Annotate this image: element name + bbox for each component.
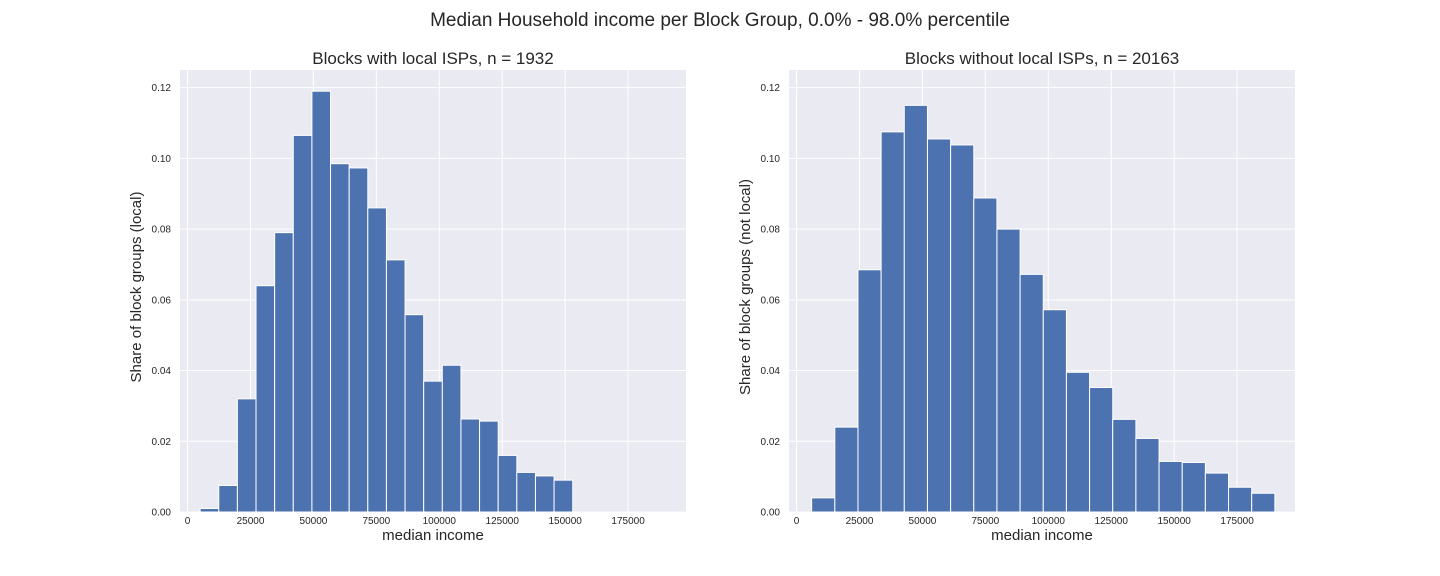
- histogram-bar: [423, 380, 443, 513]
- x-tick-label: 25000: [237, 516, 265, 527]
- y-tick-label: 0.08: [761, 225, 781, 236]
- histogram-bar: [348, 167, 369, 513]
- histogram-bar: [311, 90, 332, 513]
- histogram-bar: [1042, 309, 1067, 513]
- histogram-bar: [1065, 371, 1091, 513]
- y-tick-label: 0.08: [152, 225, 172, 236]
- histogram-bar: [404, 314, 425, 513]
- histogram-bar: [903, 104, 928, 513]
- chart-title-local: Blocks with local ISPs, n = 1932: [312, 49, 553, 68]
- y-tick-label: 0.02: [761, 437, 781, 448]
- histogram-bar: [834, 426, 859, 513]
- figure-suptitle: Median Household income per Block Group,…: [430, 10, 1010, 31]
- y-tick-label: 0.00: [761, 508, 781, 519]
- histogram-bar: [1181, 461, 1206, 513]
- histogram-bar: [441, 364, 462, 513]
- histogram-bar: [1089, 387, 1114, 513]
- x-tick-label: 50000: [909, 516, 937, 527]
- y-tick-label: 0.10: [761, 154, 781, 165]
- histogram-bar: [274, 232, 294, 513]
- histogram-bar: [1228, 486, 1253, 513]
- histogram-bar: [367, 207, 387, 513]
- histogram-bar: [811, 497, 836, 513]
- chart-panel-not-local: Blocks without local ISPs, n = 20163 med…: [737, 49, 1295, 544]
- histogram-bar: [1112, 418, 1137, 513]
- histogram-bar: [1251, 492, 1276, 513]
- x-tick-label: 100000: [423, 516, 457, 527]
- histogram-bar: [460, 418, 481, 513]
- histogram-bar: [1204, 472, 1230, 513]
- y-tick-label: 0.04: [761, 366, 781, 377]
- histogram-bar: [857, 269, 882, 513]
- y-tick-label: 0.00: [152, 508, 172, 519]
- histogram-bar: [880, 131, 905, 513]
- histogram-bar: [497, 454, 518, 513]
- x-tick-label: 50000: [300, 516, 328, 527]
- y-tick-label: 0.10: [152, 154, 172, 165]
- x-tick-label: 175000: [611, 516, 645, 527]
- histogram-bar: [1135, 437, 1160, 513]
- x-axis-label-local: median income: [382, 527, 484, 544]
- histogram-bar: [926, 138, 952, 513]
- y-axis-label-not-local: Share of block groups (not local): [737, 179, 754, 395]
- histogram-bar: [996, 228, 1021, 513]
- x-tick-label: 150000: [548, 516, 582, 527]
- x-tick-label: 25000: [846, 516, 874, 527]
- histogram-bar: [1019, 273, 1044, 513]
- x-axis-label-not-local: median income: [991, 527, 1093, 544]
- y-tick-label: 0.02: [152, 437, 172, 448]
- x-tick-label: 150000: [1157, 516, 1191, 527]
- chart-panel-local: Blocks with local ISPs, n = 1932 median …: [128, 49, 686, 544]
- x-tick-label: 0: [794, 516, 800, 527]
- histogram-bar: [385, 259, 406, 513]
- y-tick-label: 0.06: [761, 295, 781, 306]
- chart-title-not-local: Blocks without local ISPs, n = 20163: [905, 49, 1180, 68]
- x-tick-label: 125000: [486, 516, 520, 527]
- x-tick-label: 0: [185, 516, 191, 527]
- histogram-bar: [218, 484, 238, 513]
- x-tick-label: 75000: [362, 516, 390, 527]
- histogram-bar: [330, 163, 350, 513]
- y-tick-label: 0.06: [152, 295, 172, 306]
- histogram-bar: [534, 475, 555, 513]
- x-tick-label: 175000: [1220, 516, 1254, 527]
- histogram-bar: [516, 471, 536, 513]
- x-tick-label: 100000: [1032, 516, 1066, 527]
- histogram-bar: [1158, 460, 1183, 513]
- histogram-bar: [236, 398, 257, 513]
- histogram-bar: [199, 507, 220, 513]
- histogram-bar: [553, 479, 574, 513]
- x-tick-label: 75000: [971, 516, 999, 527]
- histogram-bar: [479, 420, 499, 513]
- y-tick-label: 0.12: [152, 83, 172, 94]
- histogram-bar: [292, 134, 313, 513]
- x-tick-label: 125000: [1095, 516, 1129, 527]
- y-tick-label: 0.04: [152, 366, 172, 377]
- histogram-bar: [973, 197, 998, 513]
- histogram-bar: [255, 285, 276, 513]
- histogram-bar: [950, 144, 975, 513]
- y-tick-label: 0.12: [761, 83, 781, 94]
- y-axis-label-local: Share of block groups (local): [128, 192, 145, 383]
